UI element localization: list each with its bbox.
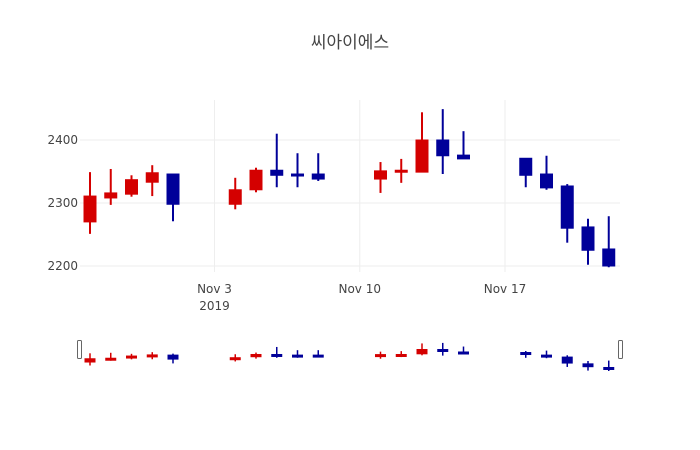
mini-candle-body xyxy=(167,354,179,360)
mini-candle-body xyxy=(416,349,428,355)
candle-body xyxy=(374,170,387,180)
y-tick-label: 2300 xyxy=(47,196,78,210)
candle-body xyxy=(125,179,138,195)
candle[interactable] xyxy=(249,167,263,193)
mini-candle-body xyxy=(229,357,241,361)
mini-candle-body xyxy=(146,354,158,358)
candle-body xyxy=(270,169,284,176)
range-slider-left-handle[interactable] xyxy=(77,340,82,359)
mini-candle-body xyxy=(395,353,407,357)
range-slider[interactable] xyxy=(77,336,623,372)
candle[interactable] xyxy=(104,168,118,205)
y-tick-label: 2400 xyxy=(47,133,78,147)
candle[interactable] xyxy=(581,218,595,265)
mini-candle-body xyxy=(271,353,283,357)
x-tick-label: Nov 3 xyxy=(197,282,232,296)
chart-title: 씨아이에스 xyxy=(310,33,390,53)
mini-candle-body xyxy=(603,366,615,370)
mini-candle-body xyxy=(458,351,469,355)
mini-candle-body xyxy=(312,354,324,358)
candles-main[interactable] xyxy=(83,109,616,268)
candle-body xyxy=(519,157,533,176)
candle-body xyxy=(311,173,325,180)
candle[interactable] xyxy=(374,162,387,193)
candle[interactable] xyxy=(457,131,470,160)
candle[interactable] xyxy=(270,133,284,188)
candle-body xyxy=(560,185,574,229)
candle[interactable] xyxy=(125,175,138,197)
y-axis: 2200 2300 2400 xyxy=(47,133,78,273)
candle-body xyxy=(83,195,97,223)
mini-candle-body xyxy=(250,353,262,358)
candle[interactable] xyxy=(394,158,408,183)
candle[interactable] xyxy=(415,112,429,173)
mini-candle-body xyxy=(375,354,386,358)
mini-candle-body xyxy=(84,358,96,363)
mini-candle-body xyxy=(520,352,532,356)
candle-body xyxy=(602,248,616,267)
mini-candle-body xyxy=(126,355,137,359)
x-tick-label: Nov 10 xyxy=(338,282,381,296)
range-slider-bg xyxy=(80,336,620,370)
candle[interactable] xyxy=(311,153,325,181)
mini-candle-body xyxy=(437,349,449,352)
candle-body xyxy=(291,173,304,177)
x-tick-year-label: 2019 xyxy=(199,299,230,313)
candle-body xyxy=(415,139,429,173)
range-slider-right-handle[interactable] xyxy=(618,340,623,359)
candle[interactable] xyxy=(519,157,533,188)
candle[interactable] xyxy=(228,177,242,210)
candle[interactable] xyxy=(540,155,553,190)
candle-body xyxy=(457,154,470,160)
candle[interactable] xyxy=(602,216,616,268)
grid-lines xyxy=(80,100,620,272)
candle-body xyxy=(228,189,242,205)
candle[interactable] xyxy=(145,165,159,197)
candle-body xyxy=(166,173,180,205)
candle-body xyxy=(104,192,118,199)
candle-body xyxy=(249,169,263,191)
candle[interactable] xyxy=(436,109,450,175)
candle[interactable] xyxy=(166,173,180,222)
mini-candle-body xyxy=(582,363,594,368)
mini-candle-body xyxy=(292,354,303,358)
candle-body xyxy=(581,226,595,251)
candle[interactable] xyxy=(83,172,97,234)
candle-body xyxy=(540,173,553,189)
mini-candle-body xyxy=(105,357,117,361)
candle-body xyxy=(436,139,450,157)
candle[interactable] xyxy=(291,153,304,188)
candle[interactable] xyxy=(560,184,574,243)
x-axis: Nov 3 2019 Nov 10 Nov 17 xyxy=(197,282,526,313)
mini-candle-body xyxy=(541,354,552,358)
candle-body xyxy=(394,169,408,173)
y-tick-label: 2200 xyxy=(47,259,78,273)
mini-candle-body xyxy=(561,356,573,364)
candle-body xyxy=(145,172,159,183)
x-tick-label: Nov 17 xyxy=(484,282,527,296)
